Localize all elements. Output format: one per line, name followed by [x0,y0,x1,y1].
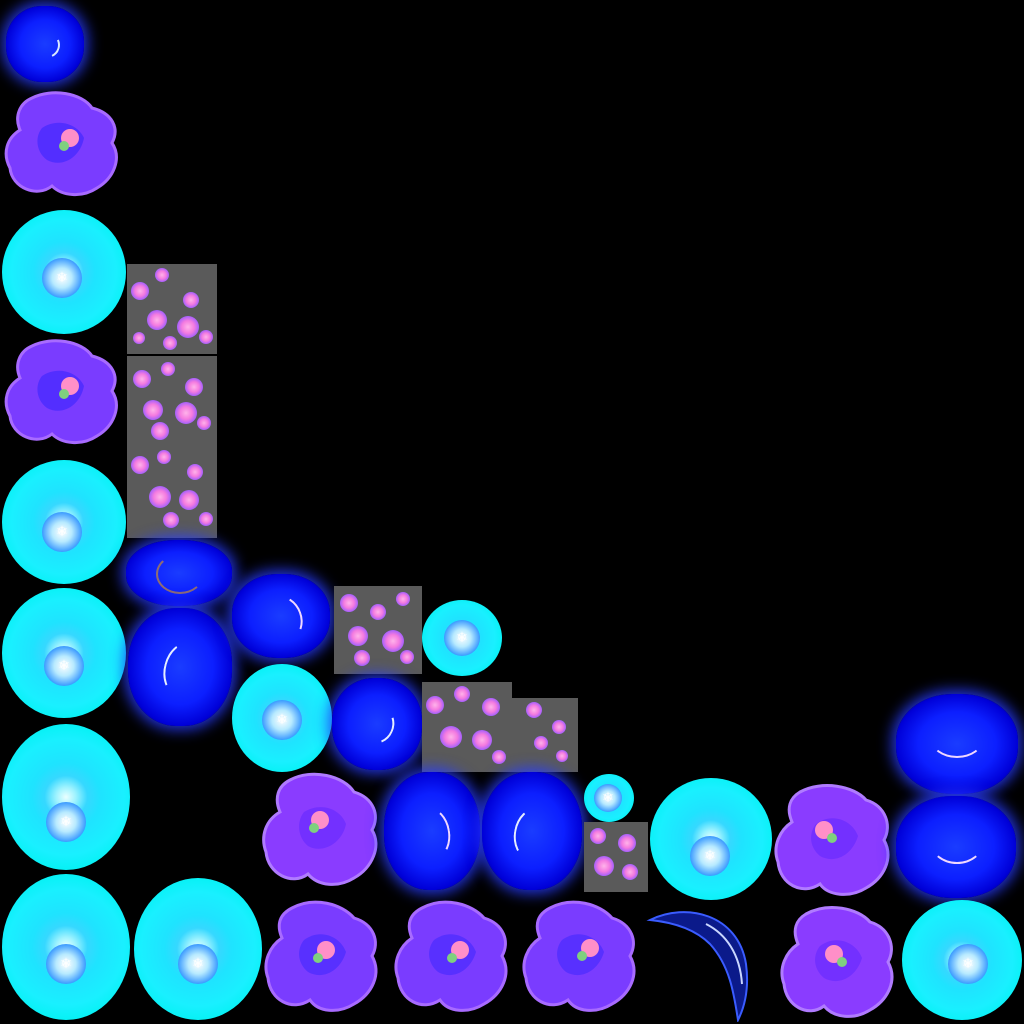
violet-flower-icon [2,336,126,448]
pink-particles-icon [127,446,217,538]
violet-flower-icon [392,894,516,1018]
blue-orb-icon [232,574,330,658]
cyan-orb-icon [2,210,126,334]
cyan-orb-icon [2,588,126,718]
cyan-orb-icon [422,600,502,676]
blue-orb-icon [896,796,1016,898]
blue-orb-icon [6,6,84,82]
pink-particles-icon [334,586,422,674]
blue-orb-icon [482,772,582,890]
pink-particles-icon [512,698,578,772]
blue-orb-icon [332,678,422,770]
pink-particles-icon [422,682,512,772]
pink-particles-icon [127,264,217,354]
cyan-orb-icon [2,724,130,870]
blue-orb-icon [384,772,480,890]
dark-crescent-icon [646,904,758,1022]
violet-flower-icon [2,88,126,200]
cyan-orb-icon [232,664,332,772]
pink-particles-icon [584,822,648,892]
cyan-orb-icon [2,874,130,1020]
blue-orb-icon [126,540,232,606]
blue-orb-icon [128,608,232,726]
violet-flower-icon [520,894,644,1018]
cyan-orb-icon [134,878,262,1020]
pink-particles-icon [127,356,217,446]
blue-orb-icon [896,694,1018,794]
violet-flower-icon [778,900,900,1022]
cyan-orb-icon [902,900,1022,1020]
cyan-orb-icon [584,774,634,822]
cyan-orb-icon [2,460,126,584]
violet-flower-icon [262,894,386,1018]
violet-flower-icon [772,778,896,902]
cyan-orb-icon [650,778,772,900]
violet-flower-icon [260,768,384,892]
